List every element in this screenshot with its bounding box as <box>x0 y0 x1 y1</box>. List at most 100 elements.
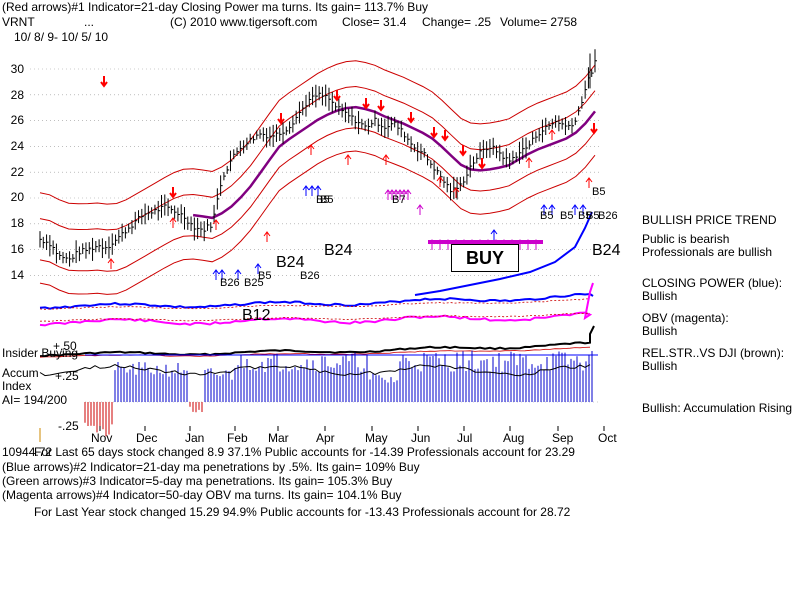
trend-title: BULLISH PRICE TREND <box>642 213 777 227</box>
footer-line5: For Last Year stock changed 15.29 94.9% … <box>34 505 571 519</box>
up-arrow-icon <box>490 229 498 240</box>
ticker: VRNT <box>2 15 35 29</box>
ytick-14: 14 <box>10 268 24 282</box>
insider-buying-label: Insider Buying <box>2 346 79 360</box>
xlabel-dec: Dec <box>136 431 158 445</box>
annotation-b5-e: B5 <box>258 270 272 282</box>
ytick-22: 22 <box>10 165 24 179</box>
down-arrow-icon <box>478 158 486 170</box>
up-arrow-icon <box>254 263 262 274</box>
price-bars <box>39 49 597 267</box>
annotation-b5-d: B5 <box>560 210 574 222</box>
xlabel-jul: Jul <box>457 431 473 445</box>
down-arrow-icon <box>459 145 467 157</box>
signal-arrows <box>100 76 598 280</box>
annotation-b26-b: B26 <box>300 270 320 282</box>
index-label: Index <box>2 379 32 393</box>
xlabel-apr: Apr <box>316 431 335 445</box>
closing-power-ma-line <box>39 298 590 310</box>
bottom-value: 10944.72 <box>2 445 53 459</box>
up-arrow-icon <box>218 269 226 280</box>
down-arrow-icon <box>333 90 341 102</box>
annotation-b24-a: B24 <box>276 254 305 271</box>
lower-band-line <box>39 127 596 272</box>
closing-power-lower-line <box>39 292 594 310</box>
up-arrow-icon <box>307 144 315 155</box>
upper-band-outer-line <box>39 60 596 205</box>
ai-value: AI= 194/200 <box>2 393 68 407</box>
up-arrow-icon <box>302 185 310 196</box>
xlabel-jun: Jun <box>411 431 431 445</box>
rel-str-title: REL.STR..VS DJI (brown): <box>642 346 785 360</box>
up-arrow-icon <box>107 258 115 269</box>
accum-label: Accum <box>2 366 39 380</box>
xlabel-mar: Mar <box>268 431 289 445</box>
ytick-26: 26 <box>10 113 24 127</box>
up-arrow-icon <box>384 189 392 200</box>
up-arrow-icon <box>579 204 587 215</box>
xlabel-aug: Aug <box>503 431 525 445</box>
up-arrow-icon <box>416 204 424 215</box>
ytick-30: 30 <box>10 62 24 76</box>
date-range: 10/ 8/ 9- 10/ 5/ 10 <box>14 30 109 44</box>
footer-line1: For Last 65 days stock changed 8.9 37.1%… <box>34 445 575 459</box>
lower-band-outer-line <box>39 150 596 295</box>
professionals-status: Professionals are bullish <box>642 245 773 259</box>
footer-line3: (Green arrows)#3 Indicator=5-day ma pene… <box>2 474 393 488</box>
dots: ... <box>84 15 95 29</box>
xlabel-sep: Sep <box>552 431 574 445</box>
closing-power-value: Bullish <box>642 289 678 303</box>
footer-line2: (Blue arrows)#2 Indicator=21-day ma pene… <box>2 460 420 474</box>
up-arrow-icon <box>452 187 460 198</box>
down-arrow-icon <box>362 98 370 110</box>
down-arrow-icon <box>100 76 108 88</box>
annotation-b5-b: B5 <box>320 194 334 206</box>
up-arrow-icon <box>382 154 390 165</box>
ytick-20: 20 <box>10 190 24 204</box>
moving-average-line <box>192 105 596 220</box>
down-arrow-icon <box>377 100 385 112</box>
up-arrow-icon <box>585 177 593 188</box>
obv-title: OBV (magenta): <box>642 311 729 325</box>
xlabel-feb: Feb <box>227 431 248 445</box>
ytick-16: 16 <box>10 242 24 256</box>
up-arrow-icon <box>234 269 242 280</box>
xlabel-oct: Oct <box>598 431 617 445</box>
plus50-label: +.50 <box>53 339 77 353</box>
annotation-b7: B7 <box>392 194 406 206</box>
annotation-b26-c: B26 <box>598 210 618 222</box>
up-arrow-icon <box>540 204 548 215</box>
up-arrow-icon <box>404 189 412 200</box>
annotation-b5-g: B5 <box>578 210 592 222</box>
up-arrow-icon <box>263 231 271 242</box>
minus25-label: -.25 <box>58 419 79 433</box>
annotation-b5-c: B5 <box>592 186 606 198</box>
xlabel-jan: Jan <box>185 431 205 445</box>
ytick-28: 28 <box>10 88 24 102</box>
annotation-b24-b: B24 <box>324 242 353 259</box>
annotation-b25: B25 <box>244 277 264 289</box>
up-arrow-icon <box>571 204 579 215</box>
annotation-b5-f: B5 <box>540 210 554 222</box>
volume-value: Volume= 2758 <box>500 15 578 29</box>
closing-power-line <box>414 211 593 296</box>
down-arrow-icon <box>277 113 285 125</box>
up-arrow-icon <box>212 219 220 230</box>
accumulation-status: Bullish: Accumulation Rising <box>642 401 793 415</box>
change-value: Change= .25 <box>422 15 492 29</box>
rel-str-line <box>40 325 595 358</box>
xlabel-may: May <box>365 431 388 445</box>
magenta-signal-band <box>428 240 543 244</box>
up-arrow-icon <box>344 154 352 165</box>
annotation-b5-h: B5 <box>586 210 600 222</box>
close-value: Close= 31.4 <box>342 15 407 29</box>
ytick-18: 18 <box>10 216 24 230</box>
obv-ma-line <box>39 312 590 322</box>
up-arrow-icon <box>548 129 556 140</box>
obv-line <box>39 282 594 327</box>
accumulation-ma-line <box>39 363 591 377</box>
accumulation-histogram <box>84 350 593 437</box>
down-arrow-icon <box>430 127 438 139</box>
annotation-b24-c: B24 <box>592 242 621 259</box>
copyright: (C) 2010 www.tigersoft.com <box>170 15 318 29</box>
